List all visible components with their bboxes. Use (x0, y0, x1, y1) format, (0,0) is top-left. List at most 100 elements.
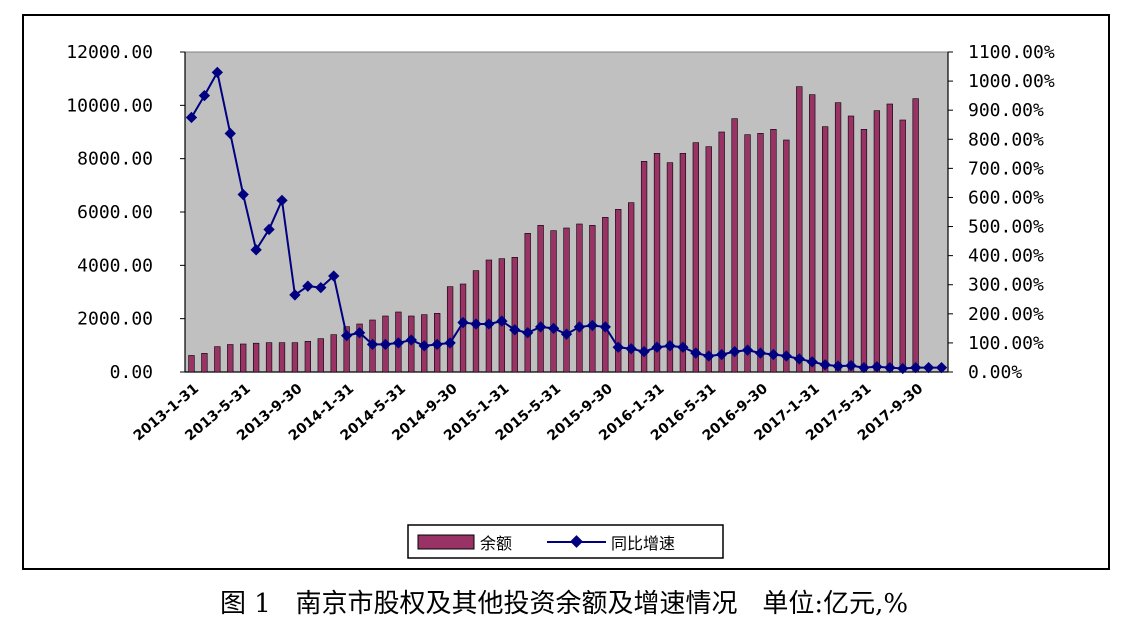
bar (809, 94, 816, 373)
bar (899, 119, 906, 373)
line-marker (379, 338, 392, 351)
line-marker (832, 360, 844, 372)
bar (498, 258, 505, 373)
line-marker (444, 337, 456, 349)
line-marker (845, 359, 857, 372)
line-marker (586, 319, 599, 332)
line-marker (522, 327, 534, 339)
bar (757, 133, 764, 373)
bar (291, 342, 299, 373)
line-marker (534, 321, 547, 333)
line-marker (353, 327, 366, 339)
y-right-tick-label: 1100.00% (968, 42, 1055, 63)
line-marker (418, 340, 430, 352)
figure-caption: 图 1 南京市股权及其他投资余额及增速情况 单位:亿元,% (219, 589, 909, 619)
y-right-tick-label: 700.00% (968, 158, 1044, 179)
line-marker (315, 281, 327, 294)
y-axis-left-labels: 0.00 2000.00 4000.00 6000.00 8000.00 10000.00… (66, 42, 153, 383)
legend: 余额 同比增速 (407, 524, 724, 559)
line-marker (728, 345, 741, 358)
line-marker (625, 343, 637, 355)
line-marker (560, 328, 573, 340)
line-marker (664, 340, 676, 352)
line-marker (858, 361, 870, 374)
y-right-tick-label: 100.00% (968, 333, 1044, 354)
line-marker (405, 334, 417, 346)
bar (330, 334, 337, 373)
bar (188, 355, 195, 373)
line-marker (884, 361, 896, 374)
y-right-tick-label: 500.00% (968, 217, 1044, 238)
line-marker (483, 318, 495, 330)
line-marker (910, 361, 922, 374)
y-right-tick-label: 200.00% (968, 304, 1044, 325)
bar (343, 326, 350, 373)
bar (252, 342, 260, 373)
bar (265, 342, 273, 373)
line-marker (302, 280, 314, 292)
y-right-tick-label: 800.00% (968, 129, 1044, 150)
line-marker (237, 188, 249, 201)
bar (821, 126, 829, 373)
y-right-tick-label: 400.00% (968, 246, 1044, 267)
line-marker (819, 359, 831, 371)
bar (873, 110, 881, 373)
y-right-tick-label: 1000.00% (968, 71, 1055, 92)
bar (550, 230, 557, 373)
bar (511, 257, 518, 373)
bar (317, 338, 324, 373)
line-marker (638, 345, 650, 358)
bar (770, 129, 777, 373)
line-marker (922, 361, 935, 374)
bar (640, 161, 648, 373)
line-marker (780, 350, 793, 362)
y-right-tick-label: 300.00% (968, 275, 1044, 296)
line-marker (897, 362, 909, 375)
line-marker (457, 316, 469, 329)
bar-series (188, 86, 919, 373)
line-marker (871, 361, 883, 373)
line-marker (250, 244, 262, 256)
legend-bar-swatch (417, 534, 475, 550)
line-marker (366, 338, 379, 351)
line-marker (547, 322, 560, 335)
line-marker (263, 223, 275, 236)
line-marker (716, 348, 728, 361)
bar (679, 153, 687, 373)
bar (628, 202, 635, 373)
bar (304, 341, 312, 373)
bar (589, 225, 596, 373)
line-marker (741, 344, 754, 356)
y-left-tick-label: 10000.00 (66, 95, 153, 116)
bar (227, 344, 234, 373)
bar (796, 86, 803, 373)
legend-bar-label: 余额 (480, 534, 512, 553)
line-marker (392, 337, 405, 349)
bar (537, 225, 544, 373)
y-axis-right-labels: 0.00% 100.00% 200.00% 300.00% 400.00% 500.00%… (968, 42, 1055, 383)
bar (744, 134, 751, 373)
bar (860, 129, 868, 373)
bar (446, 286, 454, 373)
line-marker (754, 347, 767, 359)
bar (485, 259, 493, 373)
bar (718, 131, 725, 373)
y-right-tick-label: 0.00% (968, 362, 1022, 383)
bar (666, 162, 674, 373)
line-marker (224, 127, 236, 140)
bar (563, 227, 570, 373)
bar (214, 346, 221, 373)
line-series (185, 66, 948, 375)
bar (731, 118, 738, 373)
bar (847, 115, 855, 373)
line-marker (703, 350, 715, 362)
line-marker (328, 270, 340, 282)
bar (524, 233, 531, 373)
bar (576, 223, 583, 373)
x-axis-labels: 2013-1-312013-5-312013-9-302014-1-312014… (131, 381, 927, 445)
line-marker (573, 321, 586, 333)
line-marker (340, 329, 353, 342)
bar (705, 146, 712, 373)
line-marker (935, 361, 948, 374)
y-left-tick-label: 4000.00 (77, 255, 153, 276)
